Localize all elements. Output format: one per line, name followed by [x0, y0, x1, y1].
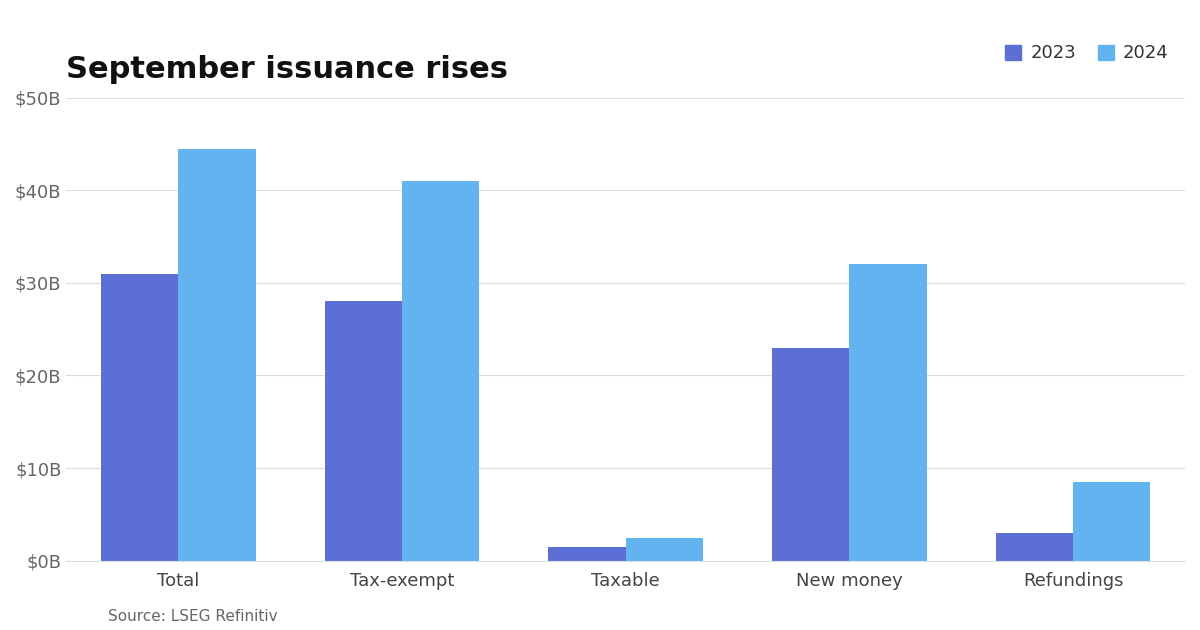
Bar [996, 533, 1073, 561]
Bar [772, 348, 850, 561]
Bar [402, 181, 479, 561]
Bar [101, 273, 179, 561]
Text: Source: LSEG Refinitiv: Source: LSEG Refinitiv [108, 609, 277, 624]
Bar [325, 301, 402, 561]
Bar [179, 149, 256, 561]
Bar [625, 537, 703, 561]
Bar [548, 547, 625, 561]
Bar [850, 265, 926, 561]
Bar [1073, 482, 1151, 561]
Text: September issuance rises: September issuance rises [66, 55, 509, 84]
Legend: 2023, 2024: 2023, 2024 [998, 37, 1176, 70]
